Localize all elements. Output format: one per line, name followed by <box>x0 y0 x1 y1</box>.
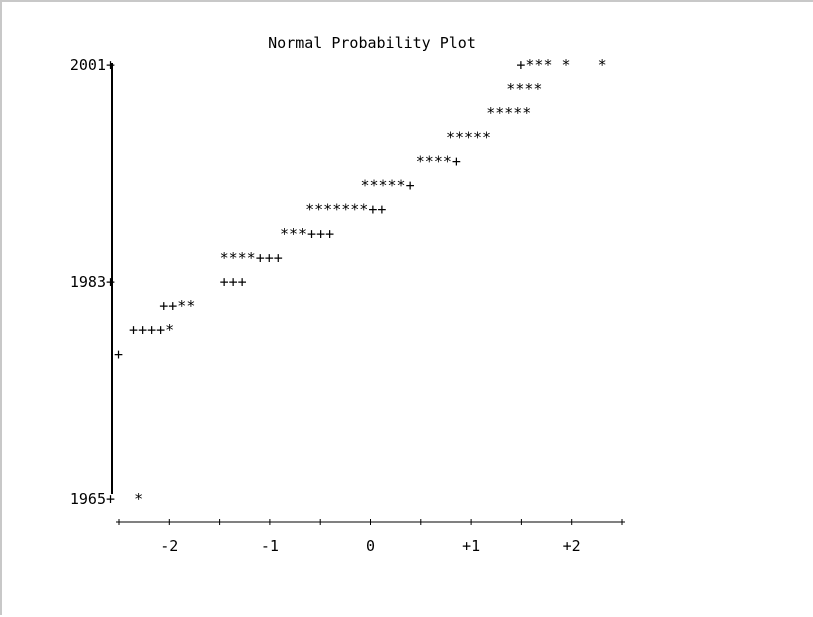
x-tick-label: +1 <box>462 537 480 555</box>
x-tick-label: -1 <box>261 537 279 555</box>
data-row: ***+++ <box>280 225 334 243</box>
data-row: +*** * * <box>516 56 606 74</box>
chart-title: Normal Probability Plot <box>268 34 476 52</box>
data-row: ***** <box>446 128 491 146</box>
data-row: + <box>114 345 123 363</box>
y-tick-mark: + <box>106 56 115 74</box>
y-tick-label: 2001 <box>70 56 106 74</box>
data-row: **** <box>506 80 542 98</box>
data-row: ***** <box>486 104 531 122</box>
y-tick-mark: + <box>106 490 115 508</box>
data-row: *****+ <box>360 177 414 195</box>
data-row: +++ <box>220 273 247 291</box>
x-tick-label: +2 <box>563 537 581 555</box>
x-tick-label: -2 <box>160 537 178 555</box>
data-points: +*** * *******************+*****+*******… <box>114 56 607 508</box>
y-tick-label: 1965 <box>70 490 106 508</box>
data-row: ****+ <box>416 152 461 170</box>
data-row: ++** <box>159 297 195 315</box>
data-row: ****+++ <box>220 249 283 267</box>
data-row: *******++ <box>305 201 386 219</box>
y-tick-label: 1983 <box>70 273 106 291</box>
data-row: ++++* <box>129 321 174 339</box>
data-row: * <box>134 490 143 508</box>
y-axis: 2001 +1983 +1965 + <box>70 56 115 508</box>
y-tick-mark: + <box>106 273 115 291</box>
x-tick-label: 0 <box>366 537 375 555</box>
x-axis: -2 -1 0 +1 +2 <box>116 519 625 555</box>
